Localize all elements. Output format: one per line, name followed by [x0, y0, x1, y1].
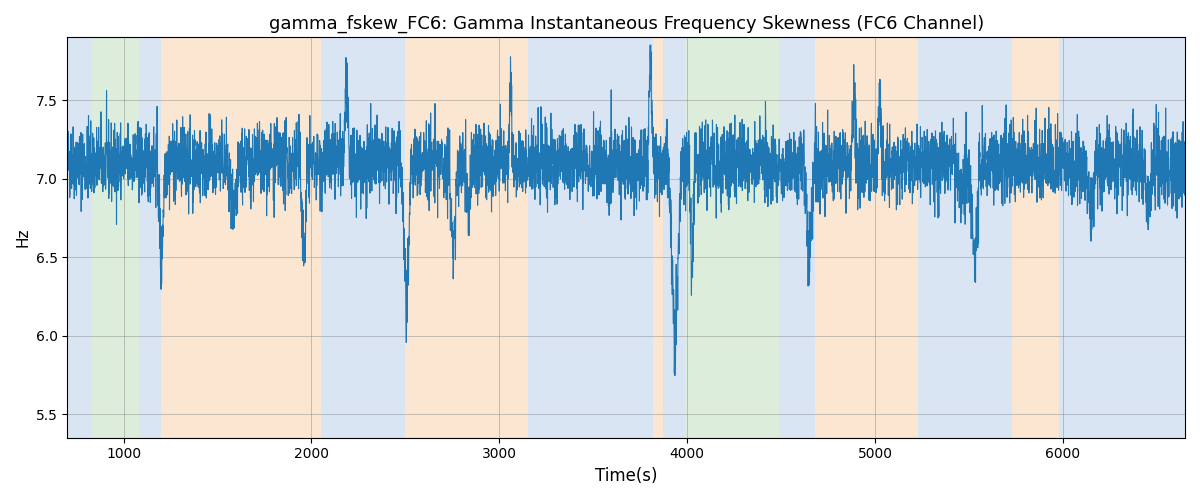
Bar	[815, 38, 918, 438]
Bar	[320, 38, 406, 438]
Y-axis label: Hz: Hz	[16, 228, 30, 248]
Bar	[662, 38, 685, 438]
Bar	[1060, 38, 1186, 438]
Bar	[685, 38, 698, 438]
Bar	[698, 38, 779, 438]
Bar	[528, 38, 653, 438]
Bar	[779, 38, 815, 438]
Bar	[91, 38, 139, 438]
Bar	[161, 38, 320, 438]
X-axis label: Time(s): Time(s)	[595, 467, 658, 485]
Bar	[406, 38, 528, 438]
Title: gamma_fskew_FC6: Gamma Instantaneous Frequency Skewness (FC6 Channel): gamma_fskew_FC6: Gamma Instantaneous Fre…	[269, 15, 984, 34]
Bar	[653, 38, 662, 438]
Bar	[1012, 38, 1060, 438]
Bar	[139, 38, 161, 438]
Bar	[67, 38, 91, 438]
Bar	[918, 38, 1012, 438]
